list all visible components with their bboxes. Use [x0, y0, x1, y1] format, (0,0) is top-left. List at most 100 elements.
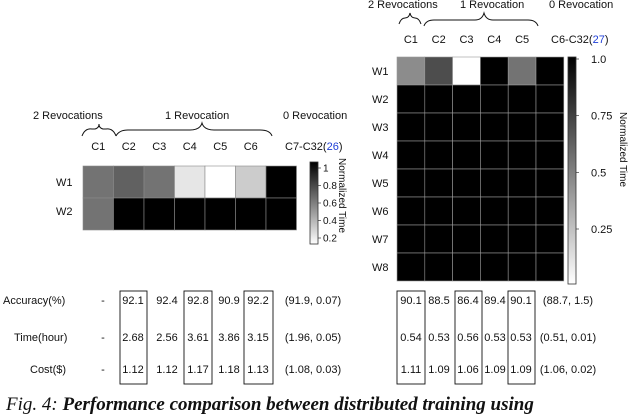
left-metric-value: -: [101, 332, 105, 344]
right-metric-value: 90.1: [400, 295, 421, 307]
right-cell-r3-c4: [480, 112, 509, 142]
left-cell-r1-c1: [82, 165, 114, 199]
left-metric-value: 1.13: [247, 364, 268, 376]
left-highlight-box-c5: [243, 290, 274, 385]
left-highlight-box-c1: [119, 290, 148, 385]
right-metric-value: 0.53: [428, 332, 449, 344]
right-cell-r3-c2: [424, 112, 453, 142]
left-heatmap-panel: 2 Revocations 1 Revocation 0 Revocation …: [33, 110, 347, 245]
right-highlight-box-c3: [454, 290, 483, 385]
right-row-label-w5: W5: [372, 178, 389, 190]
left-column-label-c1: C1: [91, 141, 105, 153]
caption-prefix: Fig. 4:: [6, 394, 63, 415]
right-metric-value: 1.09: [510, 364, 531, 376]
right-metric-value: 0.54: [400, 332, 421, 344]
right-cell-r7-c1: [396, 224, 426, 254]
right-cell-r6-c3: [452, 196, 481, 226]
right-colorbar-tick-label: 0.5: [591, 167, 606, 179]
right-cell-r4-c5: [507, 140, 537, 170]
left-group-label-0-revocation: 0 Revocation: [283, 110, 347, 122]
metric-values: - 92.1 92.4 92.8 90.9 92.2 (91.9, 0.07) - 2.68 2.…: [101, 295, 596, 376]
left-colorbar-tick-label: 0.4: [323, 216, 337, 227]
right-cell-r4-c1: [396, 140, 426, 170]
right-cell-r3-c1: [396, 112, 426, 142]
left-colorbar-tick-label: 0.6: [323, 199, 337, 210]
right-cell-r5-c1: [396, 168, 426, 198]
right-cell-r1-c5: [507, 56, 537, 86]
right-column-label-c3: C3: [459, 34, 473, 46]
left-metric-value: 2.56: [156, 332, 177, 344]
right-metric-value: (88.7, 1.5): [543, 295, 593, 307]
right-metric-value: 0.53: [510, 332, 531, 344]
left-metric-value: 92.8: [187, 295, 208, 307]
right-cell-r7-c6: [535, 224, 565, 254]
right-highlight-box-c1: [396, 290, 426, 385]
right-last-column-label: C6-C32(27): [551, 34, 609, 46]
left-metric-value: 92.1: [122, 295, 143, 307]
right-cell-r2-c3: [452, 84, 481, 114]
right-colorbar-ticks: 1.0 0.75 0.5 0.25: [576, 54, 612, 236]
right-metric-value: 1.11: [401, 364, 422, 376]
right-cell-r6-c6: [535, 196, 565, 226]
right-cell-r7-c4: [480, 224, 509, 254]
left-cell-r2-c6: [235, 197, 267, 231]
right-cell-r2-c1: [396, 84, 426, 114]
right-cell-r1-c1: [396, 56, 426, 86]
left-cell-r2-c7: [265, 197, 297, 231]
left-last-column-label: C7-C32(26): [285, 141, 343, 153]
right-group-label-1-revocation: 1 Revocation: [460, 0, 524, 11]
right-metric-value: 88.5: [428, 295, 449, 307]
right-cell-r3-c5: [507, 112, 537, 142]
right-cell-r5-c5: [507, 168, 537, 198]
right-colorbar-label: Normalized Time: [617, 112, 628, 187]
right-cell-r6-c5: [507, 196, 537, 226]
right-brace-1-revocation: [423, 11, 539, 27]
right-group-label-0-revocation: 0 Revocation: [549, 0, 613, 11]
right-cell-r8-c6: [535, 252, 565, 282]
left-colorbar: [309, 161, 319, 245]
left-row-label-w1: W1: [56, 177, 73, 189]
right-cell-r2-c4: [480, 84, 509, 114]
right-cell-r2-c5: [507, 84, 537, 114]
left-metric-value: 1.12: [156, 364, 177, 376]
right-cell-r7-c2: [424, 224, 453, 254]
left-colorbar-ticks: 1 0.8 0.6 0.4 0.2: [318, 164, 337, 245]
right-metric-value: 0.53: [484, 332, 505, 344]
metric-label-accuracy: Accuracy(%): [3, 295, 65, 307]
right-cell-r3-c3: [452, 112, 481, 142]
metrics-table: Accuracy(%) Time(hour) Cost($) - 92.1 92.4…: [3, 290, 596, 385]
left-cell-r2-c4: [174, 197, 206, 231]
left-cell-r1-c7: [265, 165, 297, 199]
right-metric-value: (0.51, 0.01): [540, 332, 596, 344]
right-metric-value: 86.4: [457, 295, 478, 307]
right-column-label-c1: C1: [404, 34, 418, 46]
right-colorbar-tick-label: 0.75: [591, 111, 612, 123]
left-cell-r2-c1: [82, 197, 114, 231]
left-metric-value: (1.08, 0.03): [285, 364, 341, 376]
left-metric-value: 92.4: [156, 295, 177, 307]
left-column-label-c2: C2: [122, 141, 136, 153]
left-metric-value: 1.12: [122, 364, 143, 376]
right-cell-r5-c3: [452, 168, 481, 198]
left-metric-value: (91.9, 0.07): [285, 295, 341, 307]
left-cell-r2-c5: [204, 197, 236, 231]
left-column-label-c4: C4: [183, 141, 197, 153]
right-row-label-w8: W8: [372, 262, 389, 274]
left-colorbar-tick-label: 0.8: [323, 181, 337, 192]
left-heatmap-cells: [82, 165, 297, 231]
left-metric-value: 1.17: [187, 364, 208, 376]
left-metric-value: 92.2: [247, 295, 268, 307]
right-cell-r1-c6: [535, 56, 565, 86]
left-column-label-c5: C5: [213, 141, 227, 153]
left-cell-r1-c6: [235, 165, 267, 199]
right-cell-r5-c2: [424, 168, 453, 198]
left-metric-value: -: [101, 364, 105, 376]
right-column-labels: C1 C2 C3 C4 C5: [404, 34, 529, 46]
left-metric-value: 3.61: [187, 332, 208, 344]
right-cell-r1-c3: [452, 56, 481, 86]
right-cell-r8-c4: [480, 252, 509, 282]
right-row-label-w1: W1: [372, 66, 389, 78]
right-cell-r1-c4: [480, 56, 509, 86]
right-cell-r8-c1: [396, 252, 426, 282]
